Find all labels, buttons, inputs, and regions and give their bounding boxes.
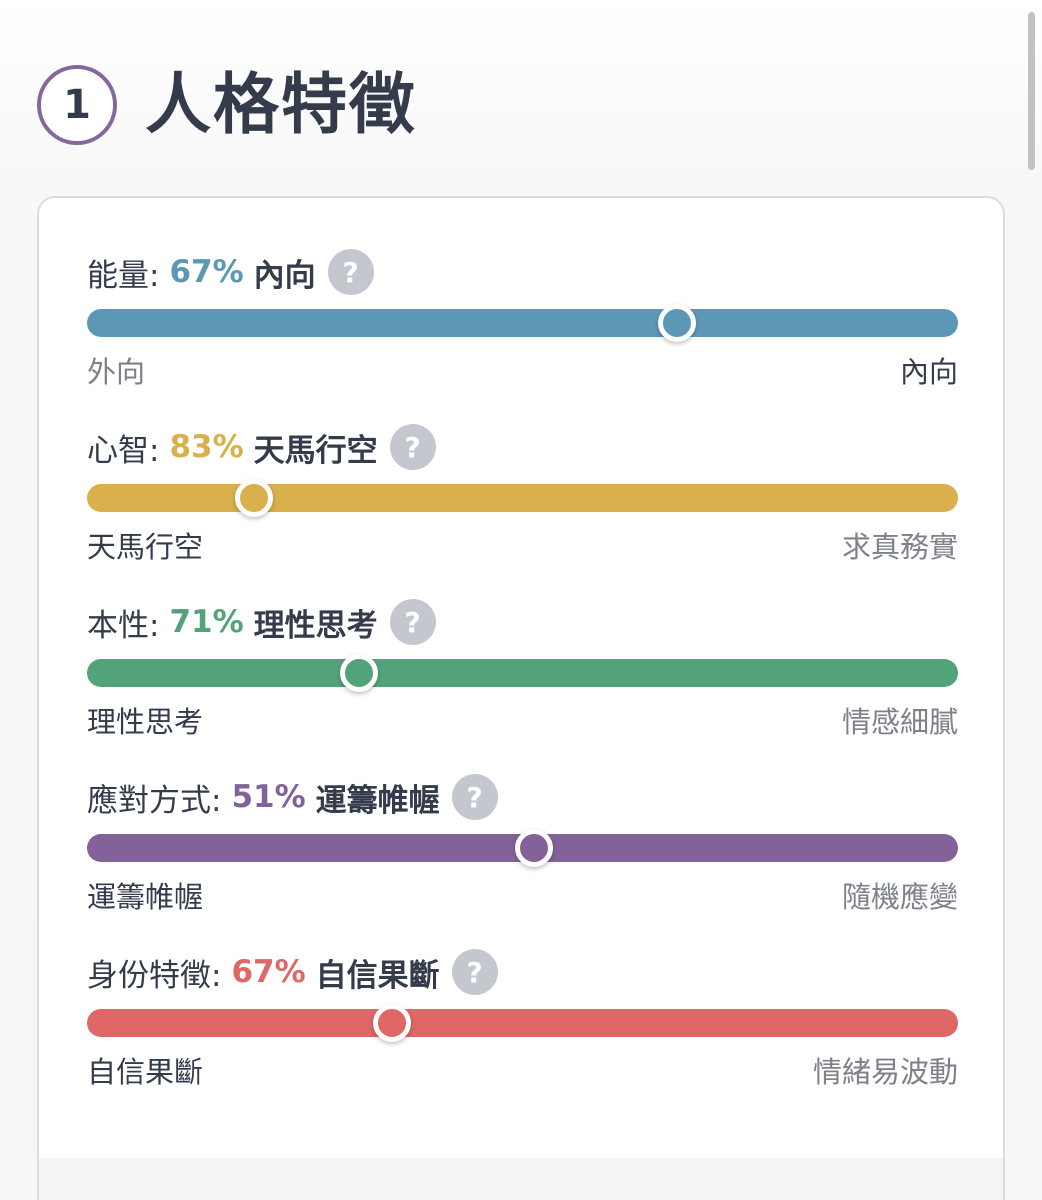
trait-label: 心智: 83% 天馬行空 ?: [87, 423, 436, 471]
trait-result: 自信果斷: [315, 957, 440, 994]
help-icon[interactable]: ?: [389, 424, 436, 470]
trait-category: 應對方式:: [87, 782, 222, 819]
trait-slider-knob[interactable]: [235, 479, 274, 517]
trait-result: 運籌帷幄: [315, 782, 440, 819]
trait-category: 能量:: [87, 257, 160, 294]
trait-category: 身份特徵:: [87, 957, 222, 994]
help-icon[interactable]: ?: [451, 774, 498, 820]
trait-tactics: 應對方式: 51% 運籌帷幄 ? 運籌帷幄 隨機應變: [87, 773, 958, 923]
help-icon[interactable]: ?: [389, 599, 436, 645]
trait-percent: 67%: [169, 254, 244, 290]
trait-slider-knob[interactable]: [657, 304, 696, 342]
trait-label: 能量: 67% 內向 ?: [87, 248, 374, 296]
traits-card: 能量: 67% 內向 ? 外向 內向 心智: 83% 天馬行空 ? 天馬行空 求…: [37, 196, 1005, 1200]
trait-left-label: 自信果斷: [87, 1055, 204, 1089]
trait-right-label: 情緒易波動: [812, 1055, 958, 1089]
trait-percent: 71%: [169, 604, 244, 640]
trait-category: 本性:: [87, 607, 160, 644]
trait-left-label: 天馬行空: [87, 530, 204, 564]
scrollbar[interactable]: [1028, 12, 1035, 170]
trait-slider-track: [87, 654, 958, 692]
card-footer: [39, 1158, 1003, 1200]
trait-slider-track: [87, 479, 958, 517]
trait-nature: 本性: 71% 理性思考 ? 理性思考 情感細膩: [87, 598, 958, 748]
help-icon[interactable]: ?: [451, 949, 498, 995]
trait-right-label: 內向: [899, 355, 958, 389]
trait-label: 應對方式: 51% 運籌帷幄 ?: [87, 773, 498, 821]
trait-slider-track: [87, 1004, 958, 1042]
trait-label: 本性: 71% 理性思考 ?: [87, 598, 436, 646]
section-heading: 1 人格特徵: [37, 60, 417, 150]
trait-slider-track: [87, 304, 958, 342]
trait-slider-knob[interactable]: [372, 1004, 411, 1042]
trait-left-label: 運籌帷幄: [87, 880, 204, 914]
trait-slider-knob[interactable]: [339, 654, 378, 692]
help-icon[interactable]: ?: [327, 249, 374, 295]
trait-slider-knob[interactable]: [514, 829, 553, 867]
step-number-badge: 1: [37, 65, 117, 145]
trait-right-label: 情感細膩: [841, 705, 958, 739]
trait-right-label: 求真務實: [841, 530, 958, 564]
trait-energy: 能量: 67% 內向 ? 外向 內向: [87, 248, 958, 398]
page-title: 人格特徵: [145, 66, 417, 143]
trait-identity: 身份特徵: 67% 自信果斷 ? 自信果斷 情緒易波動: [87, 948, 958, 1098]
trait-slider-track: [87, 829, 958, 867]
trait-left-label: 外向: [87, 355, 146, 389]
trait-label: 身份特徵: 67% 自信果斷 ?: [87, 948, 498, 996]
trait-right-label: 隨機應變: [841, 880, 958, 914]
trait-mind: 心智: 83% 天馬行空 ? 天馬行空 求真務實: [87, 423, 958, 573]
trait-category: 心智:: [87, 432, 160, 469]
trait-result: 內向: [253, 257, 316, 294]
trait-percent: 83%: [169, 429, 244, 465]
trait-result: 理性思考: [253, 607, 378, 644]
trait-percent: 51%: [231, 779, 306, 815]
trait-result: 天馬行空: [253, 432, 378, 469]
trait-percent: 67%: [231, 954, 306, 990]
trait-left-label: 理性思考: [87, 705, 204, 739]
